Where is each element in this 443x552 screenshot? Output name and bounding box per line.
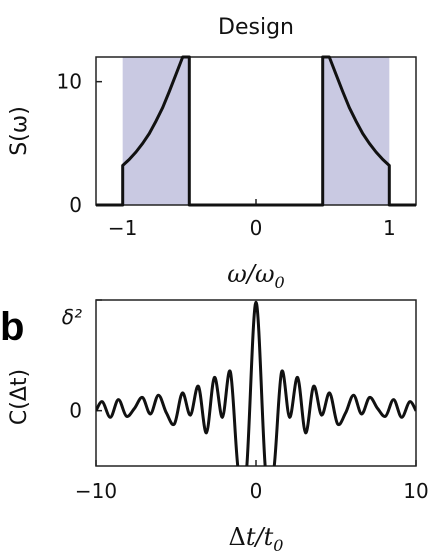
correlation-curve: [96, 300, 416, 466]
y-tick-label: 0: [69, 399, 82, 423]
panel-b: b −10 0 10 0 δ² C(Δt) Δt/t0: [0, 299, 429, 552]
shaded-band-1: [322, 57, 390, 205]
x-tick-label: 1: [383, 216, 396, 240]
x-tick-label: −10: [75, 479, 117, 503]
panel-b-xlabel: Δt/t0: [229, 523, 284, 552]
panel-b-frame: [95, 299, 417, 467]
shaded-band-0: [122, 57, 190, 205]
x-tick-label: −1: [108, 216, 137, 240]
spectrum-curve: [96, 55, 416, 207]
x-tick-label: 10: [403, 479, 428, 503]
y-tick-label: 0: [69, 193, 82, 217]
panel-a-ylabel: S(ω): [7, 106, 32, 156]
y-tick-label: δ²: [62, 305, 82, 329]
shaded-bands: [122, 57, 390, 205]
panel-b-ticks: −10 0 10 0 δ²: [62, 299, 429, 503]
panel-b-letter: b: [0, 305, 24, 349]
x-tick-label: 0: [250, 479, 263, 503]
panel-b-ylabel: C(Δt): [7, 369, 32, 425]
x-tick-label: 0: [250, 216, 263, 240]
y-tick-label: 10: [57, 70, 82, 94]
panel-a-xlabel: ω/ω0: [227, 260, 284, 292]
panel-a-title: Design: [218, 15, 294, 40]
